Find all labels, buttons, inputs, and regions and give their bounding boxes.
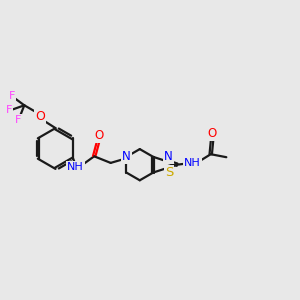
Text: F: F xyxy=(8,91,15,101)
Text: N: N xyxy=(164,150,173,164)
Text: O: O xyxy=(208,127,217,140)
Text: NH: NH xyxy=(184,158,201,168)
Text: S: S xyxy=(165,166,173,179)
Text: NH: NH xyxy=(67,162,84,172)
Text: F: F xyxy=(15,115,22,125)
Text: F: F xyxy=(5,105,12,115)
Text: N: N xyxy=(122,150,130,164)
Text: O: O xyxy=(94,129,103,142)
Text: O: O xyxy=(35,110,45,123)
